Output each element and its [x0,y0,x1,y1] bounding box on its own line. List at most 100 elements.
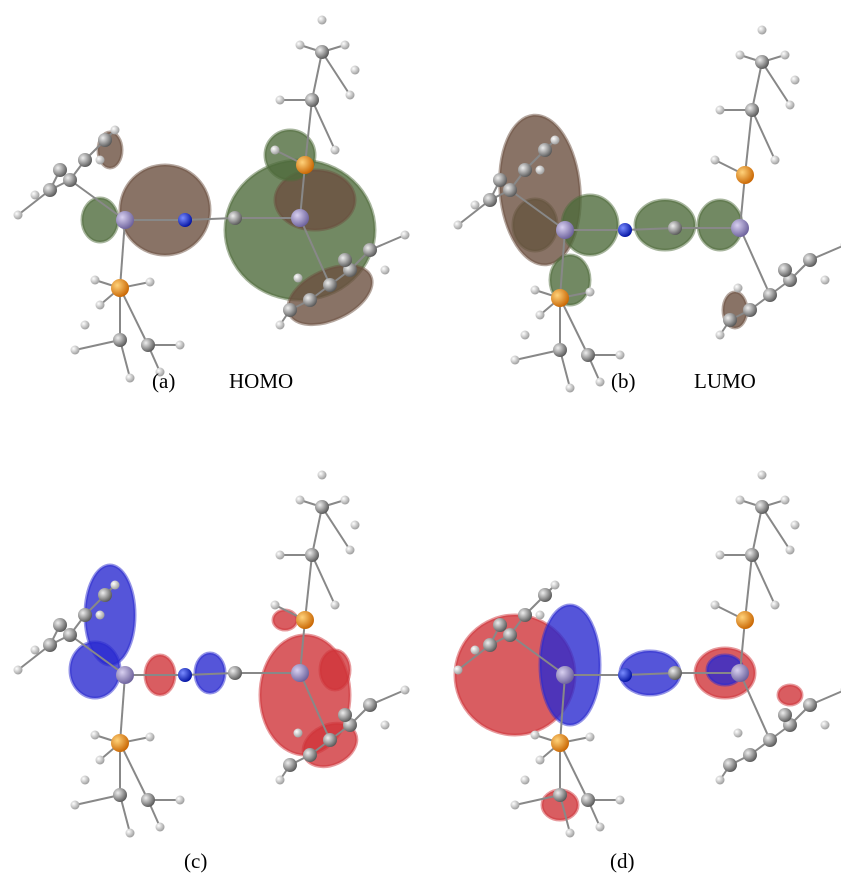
atom [178,213,192,227]
atom [711,601,720,610]
panel-caption: HOMO [229,369,293,393]
bond [312,507,322,555]
bond [740,673,770,740]
atom [323,278,337,292]
bond [322,52,350,95]
atom [471,201,480,210]
bond [305,555,312,620]
atom [141,338,155,352]
atom [331,146,340,155]
atom [305,93,319,107]
atom [716,551,725,560]
atom [771,156,780,165]
atom [283,758,297,772]
atom [176,796,185,805]
atom [276,551,285,560]
atom [401,686,410,695]
atom [111,581,120,590]
atom [323,733,337,747]
atom [81,776,90,785]
panel-label: (d) [610,849,635,873]
panel-label: (b) [611,369,636,393]
atom [63,173,77,187]
atom [91,276,100,285]
atom [78,153,92,167]
atom [71,801,80,810]
atom [338,708,352,722]
atom [778,263,792,277]
atom [381,266,390,275]
atom [63,628,77,642]
atom [483,638,497,652]
atom [763,733,777,747]
atom [536,166,545,175]
atom [43,183,57,197]
atom [758,471,767,480]
molecule-panel [14,16,410,383]
atom [538,588,552,602]
atom [553,343,567,357]
atom [723,313,737,327]
atom [716,776,725,785]
atom [745,103,759,117]
atom [551,289,569,307]
atom [341,41,350,50]
atom [536,311,545,320]
atom [454,221,463,230]
atom [146,278,155,287]
atom [178,668,192,682]
atom [315,500,329,514]
atom [78,608,92,622]
atom [566,384,575,393]
atom [755,55,769,69]
panel-label: (a) [152,369,175,393]
atom [536,611,545,620]
atom [271,146,280,155]
atom [586,733,595,742]
molecule-panel [454,26,841,393]
atom [786,546,795,555]
atom [296,156,314,174]
atom [716,106,725,115]
atom [711,156,720,165]
atom [276,321,285,330]
atom [296,41,305,50]
atom [668,666,682,680]
bond [740,228,770,295]
atom [778,708,792,722]
atom [113,333,127,347]
atom [283,303,297,317]
atom [551,581,560,590]
atom [294,729,303,738]
bond [185,673,235,675]
atom [31,191,40,200]
atom [98,133,112,147]
atom [483,193,497,207]
bond [752,507,762,555]
atom [351,521,360,530]
bond [745,555,752,620]
bond [312,100,335,150]
atom [734,284,743,293]
atom [96,756,105,765]
bond [312,52,322,100]
atom [346,546,355,555]
atom [566,829,575,838]
orbital-lobe [120,165,210,255]
atom [581,348,595,362]
atom [305,548,319,562]
atom [731,219,749,237]
panels [14,16,841,838]
atom [43,638,57,652]
atom [363,243,377,257]
atom [111,279,129,297]
atom [296,611,314,629]
atom [821,721,830,730]
atom [763,288,777,302]
bond [752,110,775,160]
atom [531,286,540,295]
bond [745,110,752,175]
orbital-lobe [540,605,600,725]
atom [821,276,830,285]
atom [14,666,23,675]
